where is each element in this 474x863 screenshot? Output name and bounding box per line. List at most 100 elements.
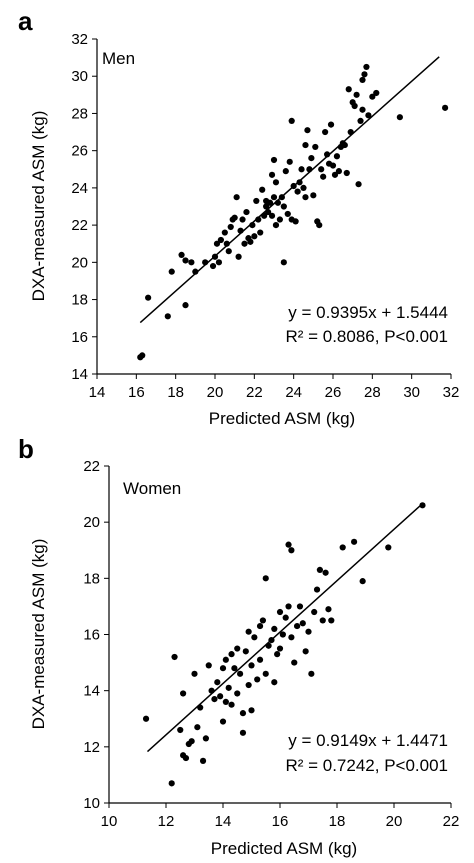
panel-b-data-point <box>274 651 281 658</box>
panel-a-data-point <box>298 166 305 173</box>
panel-b-data-point <box>259 617 266 624</box>
panel-a-letter: a <box>18 6 33 36</box>
panel-b-data-point <box>351 538 358 545</box>
panel-a-data-point <box>302 141 309 149</box>
panel-b-data-point <box>308 670 315 677</box>
panel-a-data-point <box>241 240 248 247</box>
panel-a-group-label: Men <box>102 49 135 68</box>
panel-b-data-point <box>339 544 346 551</box>
panel-a-data-point <box>178 251 185 258</box>
panel-b-data-point <box>282 614 289 621</box>
panel-b-data-point <box>262 670 269 677</box>
panel-b-data-point <box>285 603 292 610</box>
panel-b-data-point <box>296 603 304 610</box>
panel-b-data-point <box>231 665 238 672</box>
panel-a-data-point <box>396 114 403 121</box>
panel-a-data-point <box>272 179 280 186</box>
panel-b-data-point <box>311 608 318 616</box>
panel-a-data-point <box>286 158 293 165</box>
panel-a-data-point <box>361 71 368 78</box>
panel-a-data-point <box>239 216 246 223</box>
panel-a-data-point <box>322 128 329 136</box>
panel-a-data-point <box>280 259 287 266</box>
panel-a-y-axis-label: DXA-measured ASM (kg) <box>29 111 48 302</box>
panel-a-data-point <box>300 184 307 191</box>
panel-b-data-point <box>359 578 366 585</box>
panel-b-data-point <box>288 547 295 554</box>
panel-a-data-point <box>217 236 224 244</box>
panel-a-data-point <box>164 313 171 320</box>
panel-b-data-point <box>182 754 190 762</box>
panel-b-data-point <box>191 670 198 677</box>
panel-b-data-point <box>237 670 244 677</box>
panel-a-y-tick-label: 30 <box>71 68 88 85</box>
panel-a-data-point <box>182 257 189 264</box>
panel-a-data-point <box>259 186 266 193</box>
panel-b-stats: R² = 0.7242, P<0.001 <box>285 756 448 775</box>
panel-b-x-tick-label: 12 <box>158 813 175 830</box>
panel-a-data-point <box>351 102 358 110</box>
panel-b-y-tick-label: 12 <box>83 739 100 756</box>
panel-a-data-point <box>268 212 276 219</box>
panel-a-data-point <box>231 214 238 221</box>
panel-b-data-point <box>305 628 312 635</box>
panel-b-y-tick-label: 22 <box>83 458 100 475</box>
panel-a-data-point <box>308 155 315 162</box>
panel-b-data-point <box>254 676 261 683</box>
panel-a-y-tick-label: 20 <box>71 254 88 271</box>
panel-a-data-point <box>233 194 240 201</box>
panel-a-data-point <box>341 141 348 149</box>
panel-a-stats: R² = 0.8086, P<0.001 <box>285 327 448 346</box>
panel-b-data-point <box>188 738 195 745</box>
panel-a-data-point <box>182 302 189 309</box>
panel-a-x-tick-label: 30 <box>403 384 420 401</box>
panel-b-x-tick-label: 10 <box>101 813 118 830</box>
panel-a-data-point <box>247 238 254 245</box>
panel-b-data-point <box>262 575 269 582</box>
panel-b-y-tick-label: 18 <box>83 570 100 587</box>
panel-b-x-tick-label: 18 <box>329 813 346 830</box>
panel-b-regression-line <box>146 503 424 753</box>
panel-a-data-point <box>355 181 362 188</box>
panel-a-data-point <box>255 216 262 223</box>
panel-a-y-tick-label: 32 <box>71 31 88 48</box>
panel-a-data-point <box>266 199 274 206</box>
panel-a-data-point <box>168 268 175 275</box>
panel-a-equation: y = 0.9395x + 1.5444 <box>288 303 448 322</box>
panel-a-y-tick-label: 26 <box>71 143 88 160</box>
panel-b-data-point <box>142 715 150 722</box>
panel-b-data-point <box>276 608 284 616</box>
panel-a-regression-line <box>139 56 440 324</box>
panel-b-x-axis-label: Predicted ASM (kg) <box>211 839 357 858</box>
panel-a-x-tick-label: 16 <box>128 384 145 401</box>
panel-a-data-point <box>359 106 366 113</box>
panel-a-data-point <box>296 179 303 186</box>
panel-a-data-point <box>272 222 280 229</box>
panel-a-data-point <box>312 143 319 151</box>
panel-b-data-point <box>168 780 175 787</box>
panel-a-data-point <box>304 127 311 134</box>
panel-b-data-point <box>219 718 227 725</box>
panel-b-data-point <box>319 617 326 624</box>
panel-b-data-point <box>239 710 247 717</box>
panel-b-data-point <box>199 757 207 764</box>
panel-a-data-point <box>288 117 295 124</box>
panel-b-data-point <box>245 628 252 635</box>
panel-a-data-point <box>257 229 264 236</box>
panel-a-data-point <box>251 233 258 240</box>
panel-b-data-point <box>234 645 241 652</box>
panel-b-data-point <box>419 502 426 509</box>
panel-b-data-point <box>385 544 392 551</box>
panel-b-data-point <box>225 684 232 691</box>
panel-b-group-label: Women <box>123 479 181 498</box>
panel-b-data-point <box>194 724 201 731</box>
panel-b-data-point <box>322 569 329 576</box>
panel-b-data-point <box>245 681 252 689</box>
panel-b-data-point <box>171 653 178 661</box>
panel-b-data-point <box>202 735 209 742</box>
panel-a-x-tick-label: 22 <box>246 384 263 401</box>
panel-a-x-tick-label: 18 <box>167 384 184 401</box>
panel-b-data-point <box>222 698 229 706</box>
panel-b-data-point <box>205 662 212 669</box>
panel-b-x-tick-label: 16 <box>272 813 289 830</box>
